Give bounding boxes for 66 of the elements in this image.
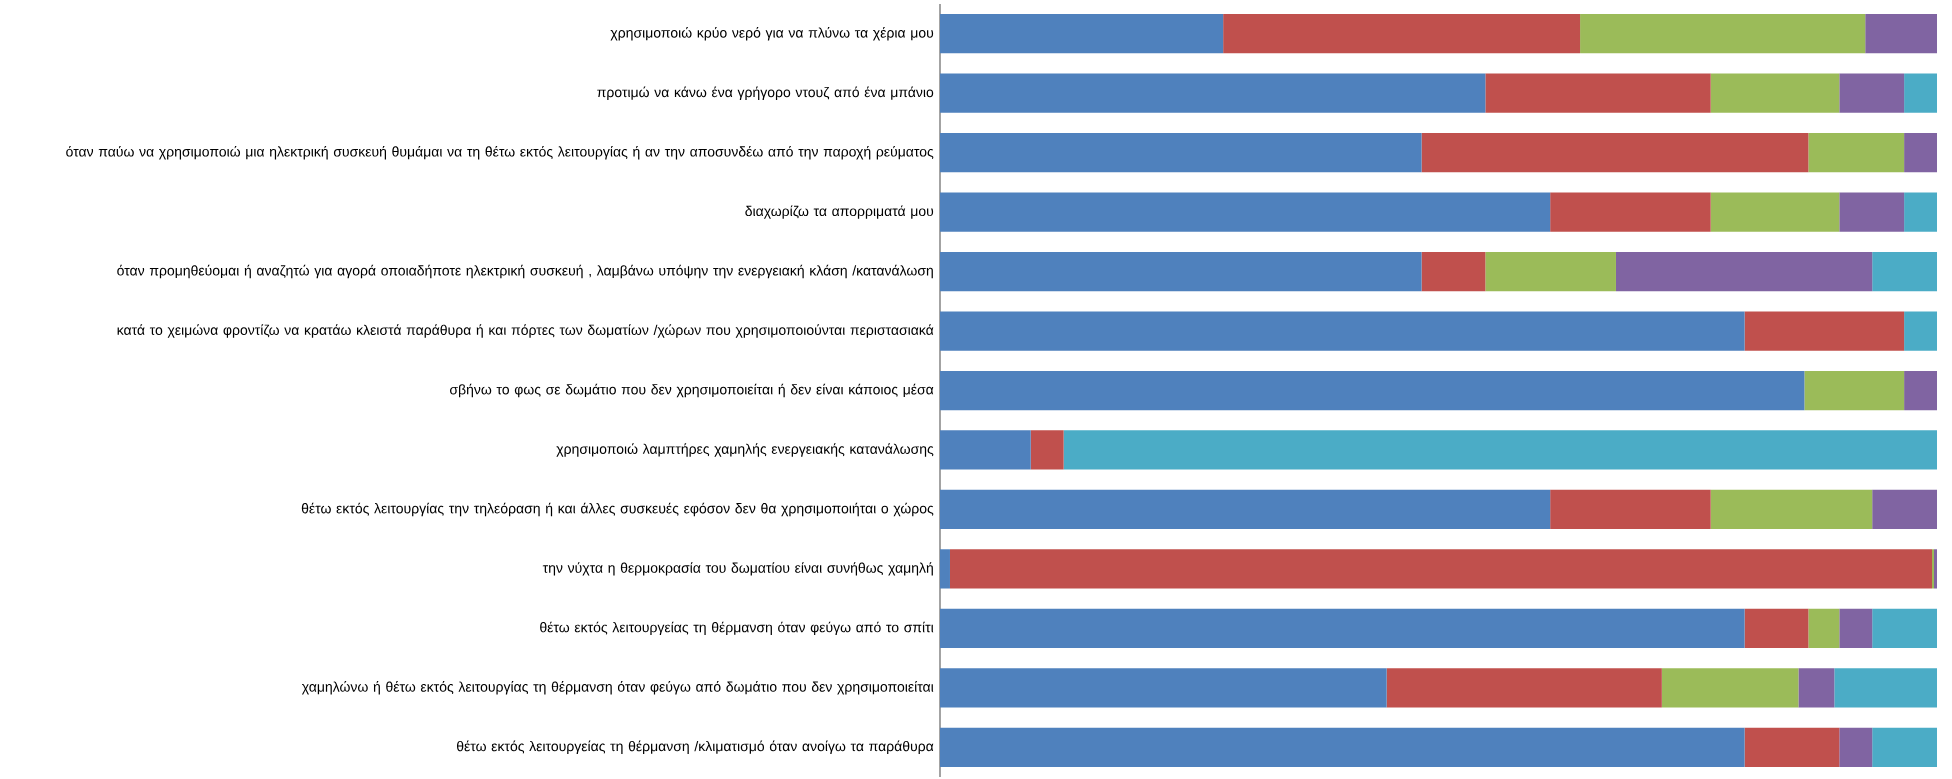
bar <box>1904 73 1938 113</box>
y-tick-label: χαμηλώνω ή θέτω εκτός λειτουργίας τη θέρμανση όταν φεύγω από δωμάτιο που δεν χρησιμοποιείται <box>301 681 934 695</box>
bar <box>1872 489 1938 530</box>
y-tick-label: κατά το χειμώνα φροντίζω να κρατάω κλειστά παράθυρα ή και πόρτες των δωματίων /χώρων που χρησιμοποιούνται περιστασιακά <box>117 324 934 338</box>
bar <box>1386 668 1662 708</box>
y-tick-label: σβήνω το φως σε δωμάτιο που δεν χρησιμοποιείται ή δεν είναι κάποιος μέσα <box>449 383 934 398</box>
y-tick-label: όταν παύω να χρησιμοποιώ μια ηλεκτρική συσκευή θυμάμαι να τη θέτω εκτός λειτουργίας ή αν την αποσυνδέω από την παροχή ρεύματος <box>66 145 934 160</box>
bar <box>940 370 1805 411</box>
y-tick-label: θέτω εκτός λειτουργείας τη θέρμανση /κλιματισμό όταν ανοίγω τα παράθυρα <box>456 740 934 755</box>
bar <box>1710 489 1873 530</box>
bar <box>1615 251 1873 292</box>
bar <box>1872 727 1938 767</box>
bar <box>1421 133 1809 173</box>
bar <box>1839 608 1873 648</box>
bar <box>1710 73 1840 113</box>
y-tick-label: θέτω εκτός λειτουργίας την τηλεόραση ή και άλλες συσκευές εφόσον δεν θα χρησιμοποιήται ο χώρος <box>301 502 934 517</box>
bar <box>940 73 1486 113</box>
y-tick-label: όταν προμηθεύομαι ή αναζητώ για αγορά οποιαδήποτε ηλεκτρική συσκευή , λαμβάνω υπόψην την ενεργειακή κλάση /κατανάλωση <box>117 264 933 279</box>
bar <box>940 251 1422 292</box>
bar <box>940 311 1745 351</box>
bar <box>1872 608 1938 648</box>
y-tick-label: χρησιμοποιώ λαμπτήρες χαμηλής ενεργειακής κατανάλωσης <box>556 443 934 457</box>
bar <box>940 668 1387 708</box>
bar <box>1808 133 1905 173</box>
y-tick-label: θέτω εκτός λειτουργείας τη θέρμανση όταν φεύγω από το σπίτι <box>540 621 934 636</box>
bar <box>1904 370 1938 411</box>
bar <box>1804 370 1905 411</box>
bar <box>940 192 1551 232</box>
bar <box>940 549 950 589</box>
bar <box>940 727 1745 767</box>
bar <box>1661 668 1799 708</box>
bar <box>1872 251 1938 292</box>
bar <box>1904 311 1938 351</box>
bar <box>1063 430 1938 470</box>
y-tick-label: χρησιμοποιώ κρύο νερό για να πλύνω τα χέρια μου <box>610 27 934 41</box>
y-tick-label: την νύχτα η θερμοκρασία του δωματίου είναι συνήθως χαμηλή <box>542 562 933 576</box>
bar <box>1934 549 1938 589</box>
bar <box>940 133 1422 173</box>
bar <box>1904 133 1938 173</box>
bar <box>1485 251 1616 292</box>
bar <box>1580 14 1866 54</box>
bar <box>940 430 1031 470</box>
bar <box>1744 311 1905 351</box>
bar <box>1030 430 1064 470</box>
bar <box>1904 192 1938 232</box>
bar <box>1808 608 1840 648</box>
bar <box>1421 251 1486 292</box>
bar <box>940 608 1745 648</box>
bar <box>1839 192 1905 232</box>
bar <box>1485 73 1711 113</box>
bar <box>1839 73 1905 113</box>
bar <box>1839 727 1873 767</box>
y-tick-label: προτιμώ να κάνω ένα γρήγορο ντουζ από ένα μπάνιο <box>597 86 934 100</box>
bar <box>940 14 1224 54</box>
y-tick-label: διαχωρίζω τα απορριματά μου <box>745 205 934 219</box>
bar <box>1550 192 1711 232</box>
bar <box>940 489 1551 530</box>
bar <box>1223 14 1581 54</box>
bar <box>1865 14 1938 54</box>
bar <box>1834 668 1938 708</box>
bar <box>1798 668 1835 708</box>
bar <box>1550 489 1711 530</box>
bar <box>1744 727 1840 767</box>
bar <box>1710 192 1840 232</box>
bar <box>949 549 1933 589</box>
bar <box>1744 608 1809 648</box>
